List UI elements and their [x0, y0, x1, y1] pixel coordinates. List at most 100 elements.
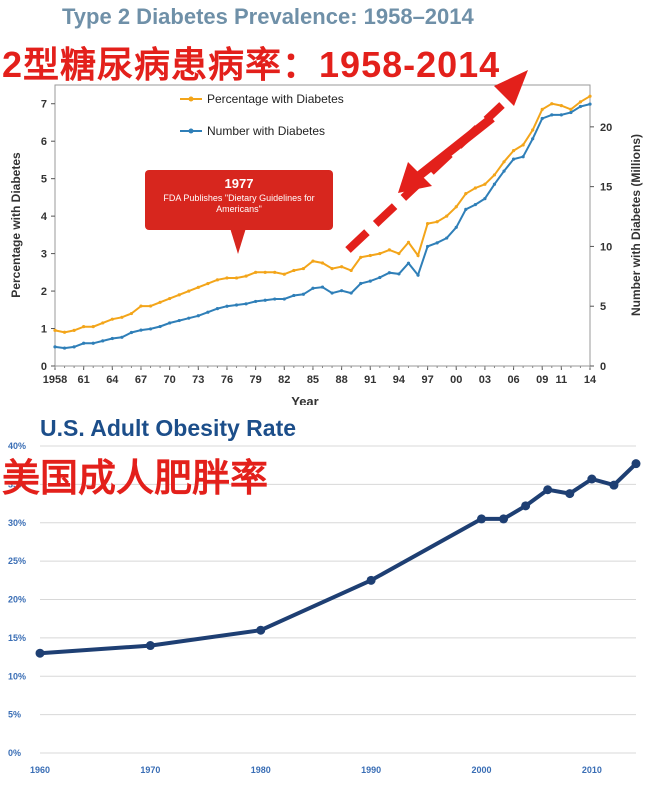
- obesity-series-point: [476, 514, 486, 524]
- obesity-chart: 0% 5% 10% 15% 20% 25% 30% 35% 40% 1960 1970 1980 199…: [8, 441, 641, 775]
- series-point-number: [406, 261, 411, 265]
- series-point-percentage: [311, 259, 315, 263]
- series-point-percentage: [378, 252, 382, 256]
- callout-text: FDA Publishes "Dietary Guidelines for Am…: [163, 193, 315, 214]
- x-axis-tick-label: 2000: [471, 765, 491, 775]
- series-point-percentage: [120, 315, 124, 319]
- series-point-number: [129, 330, 134, 335]
- x-axis-tick-label: 2010: [582, 765, 602, 775]
- series-point-number: [168, 321, 172, 325]
- series-point-number: [588, 102, 592, 106]
- x-axis-tick-label: 91: [364, 374, 376, 386]
- series-point-number: [187, 316, 191, 320]
- obesity-series-point: [631, 459, 641, 469]
- obesity-series-point: [565, 489, 575, 499]
- series-point-percentage: [91, 325, 95, 329]
- series-point-number: [292, 293, 296, 298]
- series-point-percentage: [349, 268, 353, 273]
- obesity-series-point: [521, 501, 531, 511]
- series-point-number: [483, 196, 487, 201]
- series-point-number: [445, 236, 449, 240]
- legend-label: Percentage with Diabetes: [207, 92, 344, 106]
- x-axis-tick-label: 85: [307, 374, 319, 386]
- obesity-series-point: [256, 625, 266, 635]
- series-point-percentage: [177, 293, 181, 297]
- x-axis-tick-label: 03: [479, 374, 491, 386]
- series-point-number: [244, 302, 248, 306]
- x-axis-tick-label: 14: [584, 374, 597, 386]
- series-point-percentage: [406, 240, 411, 244]
- obesity-chart-chinese-title: 美国成人肥胖率: [2, 458, 269, 500]
- legend-label: Number with Diabetes: [207, 124, 325, 138]
- series-point-percentage: [254, 270, 258, 274]
- series-point-number: [340, 289, 344, 293]
- obesity-chart-panel: 0% 5% 10% 15% 20% 25% 30% 35% 40% 1960 1970 1980 199…: [0, 405, 650, 792]
- series-point-percentage: [292, 268, 296, 273]
- x-axis-tick-label: 76: [221, 374, 233, 386]
- obesity-series-point: [499, 514, 509, 524]
- series-point-number: [502, 169, 506, 173]
- x-axis-tick-label: 64: [106, 374, 119, 386]
- left-axis-tick-label: 3: [41, 249, 47, 261]
- series-point-number: [158, 324, 162, 329]
- series-point-number: [559, 113, 563, 117]
- series-point-percentage: [101, 321, 105, 325]
- x-axis-tick-label: 09: [536, 374, 548, 386]
- x-axis-tick-label: 67: [135, 374, 147, 386]
- series-point-percentage: [578, 100, 583, 104]
- diabetes-chart-chinese-title: 2型糖尿病患病率：1958-2014: [2, 44, 501, 85]
- series-point-number: [282, 297, 286, 301]
- series-point-percentage: [511, 148, 516, 153]
- series-point-percentage: [330, 266, 334, 271]
- series-point-percentage: [168, 296, 172, 301]
- series-point-percentage: [425, 222, 430, 226]
- series-point-percentage: [387, 248, 391, 252]
- x-axis-tick-label: 1990: [361, 765, 381, 775]
- series-point-percentage: [72, 328, 76, 333]
- x-axis-tick-label: 1958: [43, 374, 67, 386]
- obesity-series-point: [145, 641, 155, 651]
- x-axis-tick-label: 61: [78, 374, 90, 386]
- series-point-number: [53, 345, 57, 349]
- series-point-percentage: [416, 253, 420, 258]
- series-point-percentage: [531, 128, 535, 132]
- series-point-percentage: [492, 173, 497, 177]
- obesity-chart-title: U.S. Adult Obesity Rate: [40, 415, 297, 441]
- series-point-percentage: [435, 220, 439, 224]
- series-point-number: [550, 113, 554, 117]
- callout-year: 1977: [224, 176, 254, 191]
- diabetes-chart-panel: 0 1 2 3 4 5 6 7 0 5 10 15 20 1958 61 64 67 70 73 76 79 82 85 88…: [2, 4, 643, 405]
- series-point-number: [263, 298, 267, 302]
- series-point-number: [120, 335, 124, 339]
- left-axis-tick-label: 4: [41, 211, 48, 223]
- series-point-number: [330, 291, 334, 295]
- x-axis-tick-label: 11: [556, 374, 568, 386]
- series-point-number: [82, 341, 86, 345]
- x-axis-tick-label: 00: [450, 374, 462, 386]
- y-axis-tick-label: 0%: [8, 748, 21, 758]
- left-axis-tick-label: 7: [41, 99, 47, 111]
- series-point-percentage: [320, 261, 325, 265]
- right-axis-tick-label: 5: [600, 301, 606, 313]
- right-axis-tick-label: 20: [600, 122, 612, 134]
- series-point-percentage: [187, 289, 191, 293]
- obesity-series-point: [35, 648, 45, 658]
- series-point-number: [521, 155, 525, 159]
- y-axis-tick-label: 30%: [8, 518, 26, 528]
- y-axis-tick-label: 15%: [8, 633, 26, 643]
- left-axis-tick-label: 5: [41, 174, 47, 186]
- series-point-number: [387, 271, 391, 275]
- x-axis-tick-label: 97: [421, 374, 433, 386]
- series-point-percentage: [340, 265, 344, 269]
- series-point-percentage: [397, 252, 401, 256]
- series-point-percentage: [273, 270, 277, 274]
- series-point-number: [139, 328, 143, 332]
- series-point-number: [234, 303, 239, 307]
- series-point-percentage: [158, 300, 162, 304]
- pointer-arrow-shaft: [417, 114, 495, 179]
- series-point-number: [215, 307, 220, 311]
- series-point-percentage: [301, 266, 305, 271]
- left-axis-tick-label: 2: [41, 286, 47, 298]
- x-axis-tick-label: 1960: [30, 765, 50, 775]
